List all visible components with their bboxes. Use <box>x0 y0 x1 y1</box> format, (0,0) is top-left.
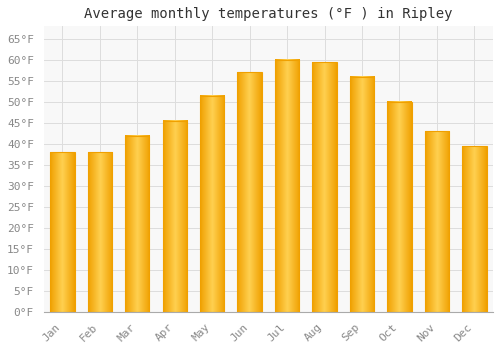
Bar <box>50 152 74 312</box>
Bar <box>350 77 374 312</box>
Bar <box>388 102 411 312</box>
Bar <box>275 60 299 312</box>
Bar <box>462 146 486 312</box>
Bar <box>424 131 449 312</box>
Bar <box>125 135 150 312</box>
Bar <box>200 96 224 312</box>
Bar <box>88 152 112 312</box>
Bar <box>162 121 187 312</box>
Bar <box>238 72 262 312</box>
Title: Average monthly temperatures (°F ) in Ripley: Average monthly temperatures (°F ) in Ri… <box>84 7 452 21</box>
Bar <box>312 62 336 312</box>
